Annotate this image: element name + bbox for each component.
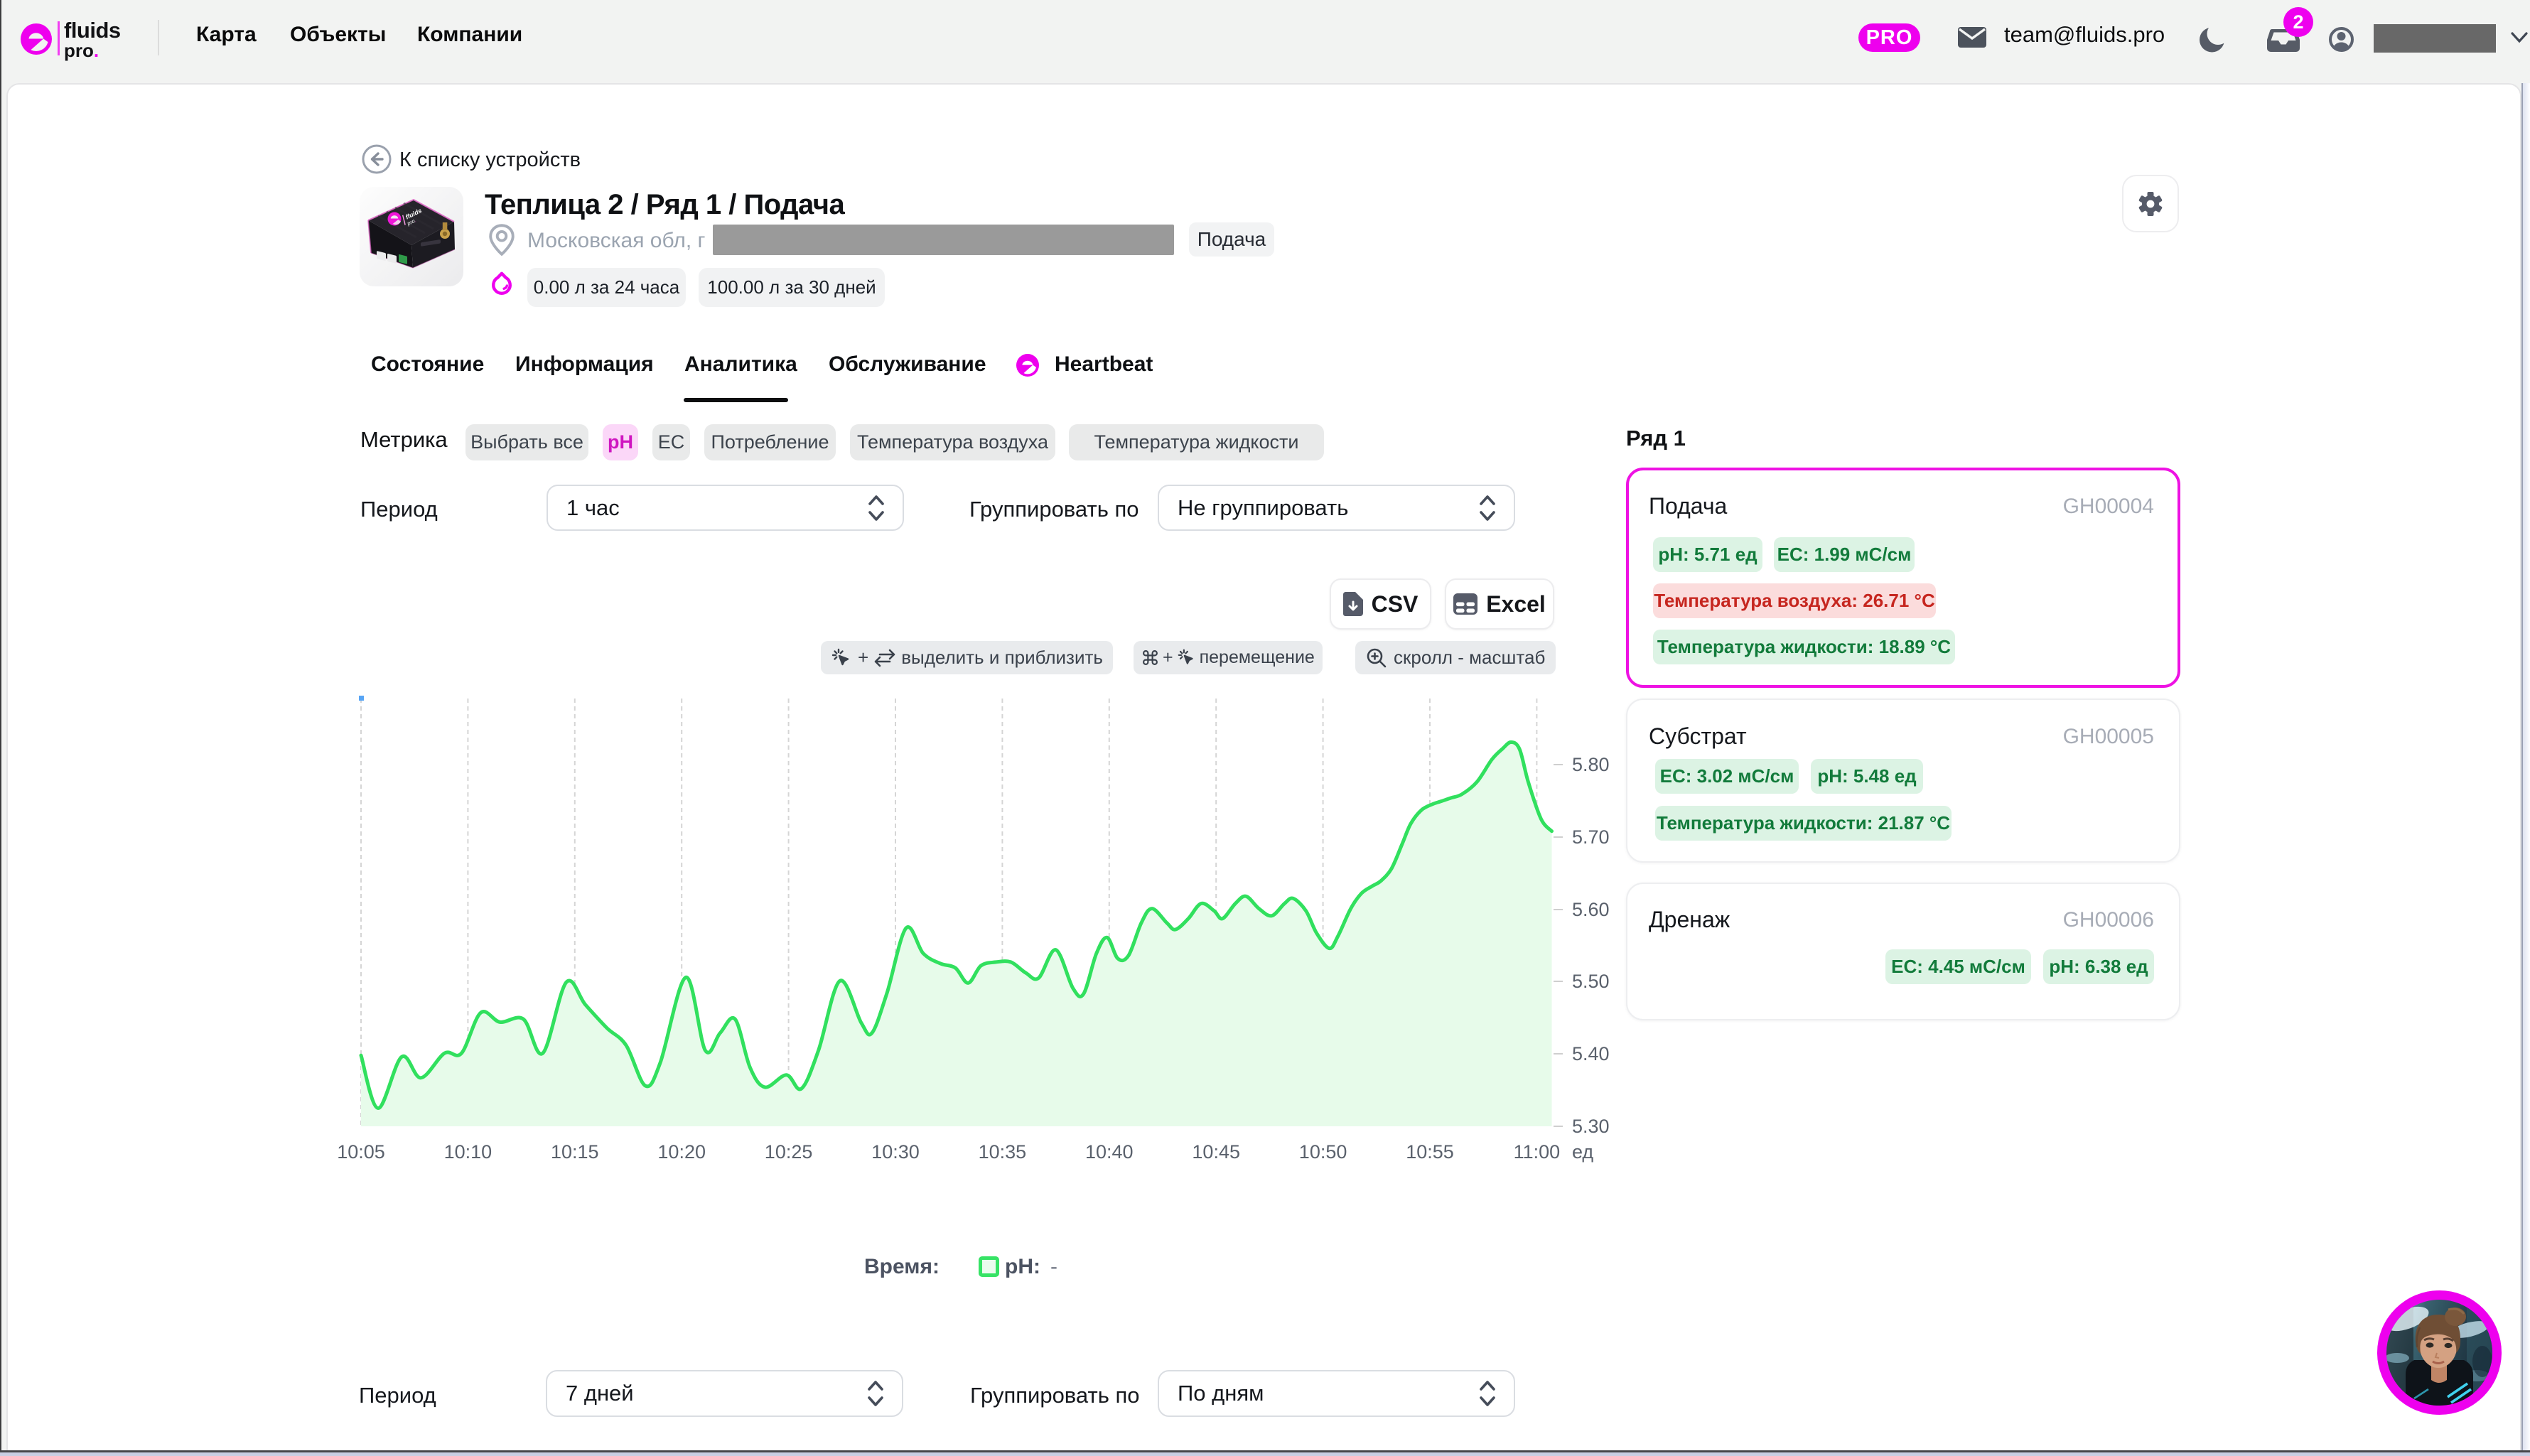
svg-text:5.80: 5.80 xyxy=(1572,754,1610,775)
svg-text:10:20: 10:20 xyxy=(657,1141,706,1163)
svg-text:10:55: 10:55 xyxy=(1406,1141,1454,1163)
svg-text:ед: ед xyxy=(1572,1141,1593,1163)
svg-text:10:10: 10:10 xyxy=(444,1141,492,1163)
svg-text:5.70: 5.70 xyxy=(1572,826,1610,848)
svg-text:10:45: 10:45 xyxy=(1192,1141,1240,1163)
svg-text:10:30: 10:30 xyxy=(871,1141,920,1163)
svg-text:5.40: 5.40 xyxy=(1572,1043,1610,1064)
svg-text:10:15: 10:15 xyxy=(551,1141,599,1163)
svg-text:10:25: 10:25 xyxy=(765,1141,813,1163)
svg-text:10:40: 10:40 xyxy=(1085,1141,1134,1163)
svg-text:5.50: 5.50 xyxy=(1572,971,1610,992)
svg-text:10:35: 10:35 xyxy=(979,1141,1027,1163)
svg-text:11:00: 11:00 xyxy=(1514,1141,1561,1163)
svg-text:5.30: 5.30 xyxy=(1572,1116,1610,1137)
svg-text:5.60: 5.60 xyxy=(1572,899,1610,920)
svg-text:10:05: 10:05 xyxy=(337,1141,385,1163)
svg-text:10:50: 10:50 xyxy=(1299,1141,1347,1163)
